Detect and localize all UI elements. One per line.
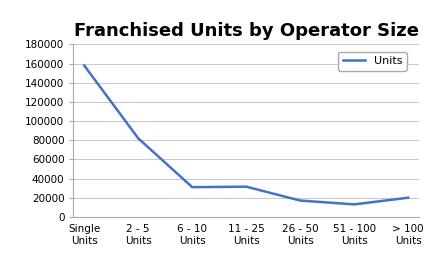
Units <box>352 203 357 206</box>
Line: Units: Units <box>84 66 408 204</box>
Units <box>298 199 303 202</box>
Units <box>82 64 87 67</box>
Units <box>244 185 249 188</box>
Legend: Units: Units <box>338 52 407 71</box>
Units <box>190 185 195 189</box>
Title: Franchised Units by Operator Size: Franchised Units by Operator Size <box>74 22 419 40</box>
Units <box>406 196 411 199</box>
Units <box>136 137 141 140</box>
